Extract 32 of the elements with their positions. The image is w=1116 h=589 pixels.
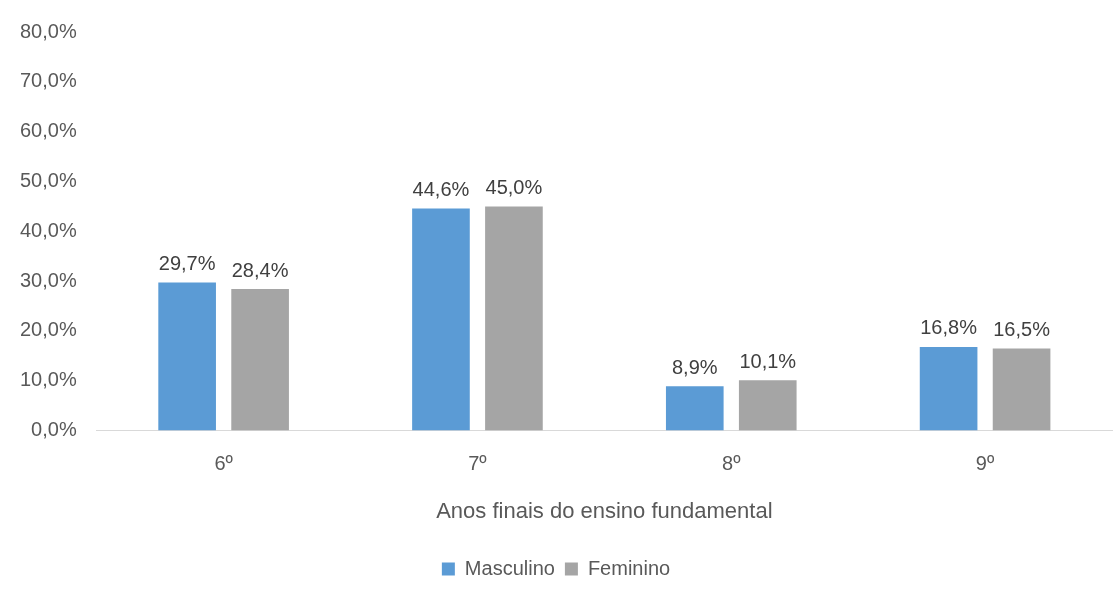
- data-label: 8,9%: [671, 355, 718, 378]
- y-tick-label: 50,0%: [19, 168, 77, 191]
- y-tick-label: 10,0%: [19, 368, 77, 391]
- y-tick-label: 80,0%: [19, 19, 77, 42]
- data-label: 16,5%: [993, 317, 1051, 340]
- y-tick-label: 70,0%: [19, 69, 77, 92]
- data-label: 10,1%: [739, 349, 797, 372]
- legend-label: Masculino: [464, 556, 555, 579]
- x-tick-label: 9º: [975, 452, 995, 475]
- y-tick-label: 40,0%: [19, 218, 77, 241]
- data-label: 44,6%: [412, 177, 470, 200]
- x-tick-label: 7º: [468, 452, 488, 475]
- bar: [158, 282, 216, 431]
- legend-label: Feminino: [587, 556, 671, 579]
- x-tick-label: 8º: [722, 452, 742, 475]
- y-tick-label: 30,0%: [19, 268, 77, 291]
- y-tick-label: 0,0%: [31, 418, 77, 441]
- data-label: 45,0%: [485, 175, 543, 198]
- bar: [738, 380, 797, 431]
- y-tick-label: 60,0%: [19, 119, 77, 142]
- x-axis-title: Anos finais do ensino fundamental: [436, 497, 773, 523]
- y-tick-label: 20,0%: [19, 318, 77, 341]
- bar: [231, 289, 289, 431]
- bar: [485, 206, 543, 431]
- bar: [665, 386, 724, 431]
- bar: [919, 346, 978, 431]
- data-label: 29,7%: [158, 252, 216, 275]
- data-label: 28,4%: [231, 258, 289, 281]
- x-tick-label: 6º: [214, 452, 234, 475]
- bar: [992, 348, 1051, 431]
- bar: [412, 208, 470, 431]
- data-label: 16,8%: [920, 316, 978, 339]
